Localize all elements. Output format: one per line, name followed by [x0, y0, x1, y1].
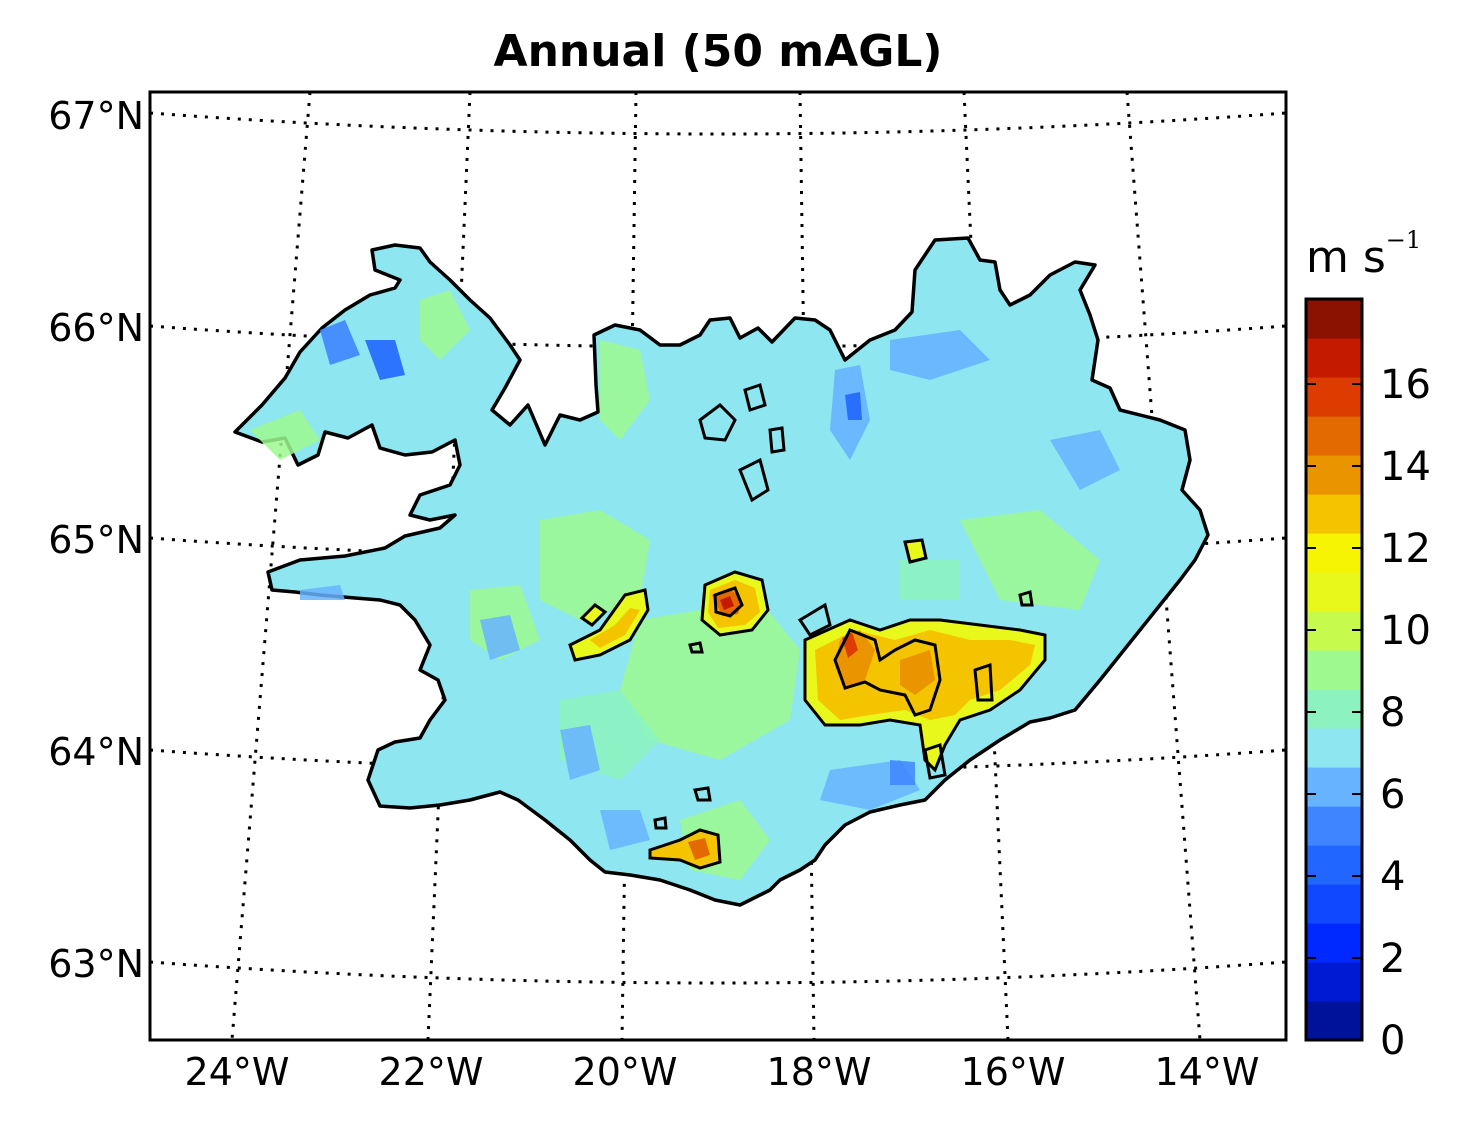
colorbar-segment — [1306, 806, 1362, 846]
map-frame — [148, 90, 1288, 1042]
colorbar-segment — [1306, 923, 1362, 963]
colorbar-segment — [1306, 572, 1362, 612]
colorbar-segment — [1306, 845, 1362, 885]
iceland-landmass — [233, 236, 1210, 907]
colorbar-segment — [1306, 455, 1362, 495]
colorbar-unit-exponent: −1 — [1385, 226, 1422, 254]
colorbar-label-2: 2 — [1380, 936, 1406, 982]
lat-label-65: 65°N — [48, 518, 144, 562]
lon-label-14w: 14°W — [1154, 1050, 1260, 1094]
colorbar-segment — [1306, 1001, 1362, 1041]
colorbar-label-10: 10 — [1380, 608, 1431, 654]
colorbar-segment — [1306, 962, 1362, 1002]
colorbar-label-0: 0 — [1380, 1018, 1406, 1064]
contour-lines — [568, 383, 1047, 870]
lat-label-67: 67°N — [48, 94, 144, 138]
map-title: Annual (50 mAGL) — [493, 26, 943, 77]
colorbar-label-14: 14 — [1380, 444, 1431, 490]
lon-label-22w: 22°W — [378, 1050, 484, 1094]
wind-speed-shading — [250, 290, 1120, 880]
colorbar-segment — [1306, 884, 1362, 924]
colorbar-unit-base: m s — [1306, 232, 1386, 283]
colorbar-ticks — [1306, 383, 1362, 1041]
colorbar-segment — [1306, 689, 1362, 729]
colorbar-frame — [1304, 297, 1364, 1042]
lat-label-64: 64°N — [48, 730, 144, 774]
colorbar-label-12: 12 — [1380, 526, 1431, 572]
colorbar-segment — [1306, 767, 1362, 807]
lat-label-66: 66°N — [48, 306, 144, 350]
lon-label-24w: 24°W — [184, 1050, 290, 1094]
colorbar — [1306, 299, 1362, 1041]
colorbar-segment — [1306, 650, 1362, 690]
colorbar-segment — [1306, 416, 1362, 456]
colorbar-segment — [1306, 338, 1362, 378]
colorbar-unit: m s−1 — [1306, 226, 1421, 283]
colorbar-label-4: 4 — [1380, 854, 1406, 900]
colorbar-segment — [1306, 533, 1362, 573]
colorbar-label-16: 16 — [1380, 362, 1431, 408]
lon-label-20w: 20°W — [572, 1050, 678, 1094]
colorbar-segment — [1306, 494, 1362, 534]
colorbar-segment — [1306, 728, 1362, 768]
colorbar-segment — [1306, 377, 1362, 417]
lat-label-63: 63°N — [48, 942, 144, 986]
colorbar-label-6: 6 — [1380, 772, 1406, 818]
colorbar-label-8: 8 — [1380, 690, 1406, 736]
colorbar-segment — [1306, 299, 1362, 339]
lon-label-18w: 18°W — [766, 1050, 872, 1094]
lon-label-16w: 16°W — [960, 1050, 1066, 1094]
